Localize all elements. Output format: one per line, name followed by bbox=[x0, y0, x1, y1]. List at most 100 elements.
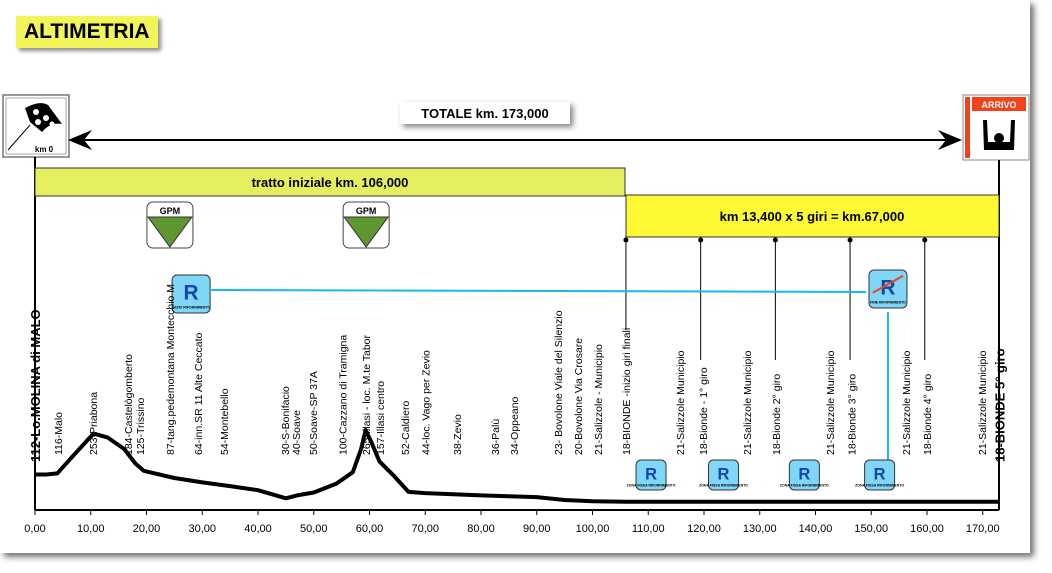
altimetry-page bbox=[0, 0, 1030, 553]
x-tick-label: 130,00 bbox=[743, 523, 777, 535]
gpm-triangle bbox=[146, 216, 193, 248]
x-tick-label: 80,00 bbox=[467, 523, 495, 535]
x-tick-label: 60,00 bbox=[356, 523, 384, 535]
location-label: 18-Bionde 3° giro bbox=[847, 374, 859, 455]
x-tick-label: 150,00 bbox=[854, 523, 888, 535]
refuel-icon-box bbox=[708, 459, 740, 491]
laps-section-label: km 13,400 x 5 giri = km.67,000 bbox=[720, 209, 905, 224]
start-flag-icon: km 0 bbox=[2, 94, 70, 158]
elevation-profile-line bbox=[35, 428, 1000, 504]
location-label: 30-S-Bonifacio bbox=[280, 386, 292, 455]
x-tick-label: 30,00 bbox=[188, 523, 216, 535]
refuel-icon-caption: ZONA FISSA RIFORNIMENTO bbox=[780, 483, 829, 487]
x-tick-label: 50,00 bbox=[300, 523, 328, 535]
gpm-label: GPM bbox=[356, 206, 377, 216]
location-label: 18-Bionde 2° giro bbox=[771, 374, 783, 455]
x-tick-label: 10,00 bbox=[77, 523, 105, 535]
cross-out-mark bbox=[872, 274, 904, 294]
location-label: 112-Lo.MOLINA di MALO bbox=[28, 309, 43, 462]
x-tick-label: 170,00 bbox=[966, 523, 1000, 535]
refuel-icon-letter: R bbox=[798, 466, 810, 484]
location-label: 184-Castelògomberto bbox=[123, 354, 135, 455]
location-label: 34-Oppeano bbox=[509, 396, 521, 455]
location-label: 64-inn.SR 11 Alte Ceccato bbox=[193, 332, 205, 455]
location-label: 50-Soave-SP 37A bbox=[308, 371, 320, 455]
lap-marker-dot bbox=[922, 237, 928, 243]
initial-section-bar bbox=[34, 167, 626, 197]
location-label: 116-Malo bbox=[53, 412, 65, 455]
location-label: 18-Bionde 4° giro bbox=[922, 374, 934, 455]
refuel-icon-box bbox=[864, 459, 896, 491]
x-tick-label: 120,00 bbox=[687, 523, 721, 535]
location-label: 21-Salizzole Municipio bbox=[742, 350, 754, 455]
refuel-icon-letter: R bbox=[645, 466, 657, 484]
location-label: 20-Bovolone Via Crosare bbox=[573, 338, 585, 455]
lap-marker-dot bbox=[698, 237, 704, 243]
location-label: 36-Palù bbox=[490, 419, 502, 455]
location-label: 54-Montebello bbox=[219, 388, 231, 455]
x-tick-label: 100,00 bbox=[576, 523, 610, 535]
initial-section-label: tratto iniziale km. 106,000 bbox=[252, 175, 409, 190]
refuel-icon-letter: R bbox=[874, 466, 886, 484]
page-title: ALTIMETRIA bbox=[16, 16, 158, 48]
refuel-icon-caption: FINE RIFORNIMENTO bbox=[870, 300, 906, 304]
location-label: 100-Cazzano di Tramigna bbox=[338, 335, 350, 455]
total-label-box bbox=[400, 102, 570, 124]
start-label: km 0 bbox=[35, 145, 54, 154]
refuel-icon-letter: R bbox=[718, 466, 730, 484]
location-label: 23- Bovolone Viale del Silenzio bbox=[553, 310, 565, 455]
location-label: 87-tang.pedemontana Montecchio M bbox=[165, 284, 177, 455]
x-tick-label: 140,00 bbox=[799, 523, 833, 535]
refuel-icon-box bbox=[635, 459, 667, 491]
refuel-icon-letter: R bbox=[184, 282, 199, 305]
location-label: 125-Trissino bbox=[135, 397, 147, 455]
lap-marker-dot bbox=[623, 237, 629, 243]
x-tick-label: 20,00 bbox=[133, 523, 161, 535]
refuel-icon-caption: INIZIO RIFORNIMENTO bbox=[172, 305, 211, 309]
location-label: 18-Bionde - 1° giro bbox=[698, 367, 710, 455]
x-tick-label: 0,00 bbox=[24, 523, 45, 535]
location-label: 40-Soave bbox=[291, 410, 303, 455]
location-label: 18-BIONDE 5° giro bbox=[992, 348, 1007, 462]
location-label: 21-Salizzole Municipio bbox=[901, 350, 913, 455]
location-label: 21-Salizzole Municipio bbox=[675, 350, 687, 455]
location-label: 44-loc. Vago per Zevio bbox=[420, 350, 432, 455]
location-label: 253-Priabona bbox=[88, 392, 100, 455]
refuel-icon-box bbox=[171, 274, 211, 314]
x-tick-label: 110,00 bbox=[632, 523, 665, 535]
gpm-triangle bbox=[343, 216, 390, 248]
location-label: 265-Illasi - loc. M.te Tabor bbox=[361, 334, 373, 455]
finish-arrivo-icon: ARRIVO bbox=[962, 94, 1030, 161]
location-label: 18-BIONDE -inizio giri finali bbox=[621, 328, 633, 455]
location-label: 52-Caldiero bbox=[400, 401, 412, 455]
x-tick-label: 40,00 bbox=[244, 523, 272, 535]
gpm-label: GPM bbox=[160, 206, 181, 216]
location-label: 21-Salizzole Municipio bbox=[977, 350, 989, 455]
x-tick-label: 90,00 bbox=[523, 523, 551, 535]
location-label: 21-Salizzole Municipio bbox=[825, 350, 837, 455]
refuel-icon-box bbox=[788, 459, 820, 491]
location-label: 38-Zevio bbox=[452, 414, 464, 455]
x-tick-label: 160,00 bbox=[910, 523, 944, 535]
laps-section-bar bbox=[625, 194, 1000, 238]
lap-marker-dot bbox=[847, 237, 853, 243]
x-tick-label: 70,00 bbox=[411, 523, 439, 535]
refuel-icon-caption: ZONA FISSA RIFORNIMENTO bbox=[699, 483, 748, 487]
location-label: 21-Salizzole - Municipio bbox=[593, 344, 605, 455]
finish-label: ARRIVO bbox=[981, 100, 1016, 110]
gpm-icon: GPM bbox=[342, 201, 390, 249]
refuel-icon-caption: ZONA FISSA RIFORNIMENTO bbox=[855, 483, 904, 487]
refuel-line bbox=[211, 289, 866, 293]
refuel-icon-caption: ZONA FISSA RIFORNIMENTO bbox=[627, 483, 676, 487]
location-label: 157-Illasi centro bbox=[375, 381, 387, 455]
lap-marker-dot bbox=[772, 237, 778, 243]
gpm-icon: GPM bbox=[146, 201, 194, 249]
total-label: TOTALE km. 173,000 bbox=[421, 106, 548, 121]
